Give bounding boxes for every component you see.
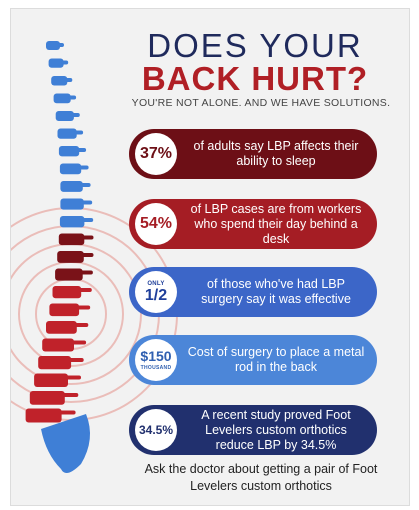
stat-badge: $150 THOUSAND	[135, 339, 177, 381]
stat-text: A recent study proved Foot Levelers cust…	[201, 407, 351, 452]
vertebra	[57, 128, 77, 139]
vertebra-process	[82, 218, 94, 222]
vertebra	[55, 268, 83, 281]
stat-text: of adults say LBP affects their ability …	[193, 139, 359, 168]
vertebra-process	[72, 340, 87, 345]
vertebra	[46, 321, 77, 334]
title-line1: DOES YOUR	[147, 27, 363, 64]
vertebra-process	[74, 130, 84, 135]
vertebra-process	[68, 95, 77, 100]
stat-badge: ONLY 1/2	[135, 271, 177, 313]
vertebra-process	[82, 235, 94, 240]
vertebra	[60, 181, 83, 192]
vertebra-process	[79, 288, 92, 292]
vertebra	[42, 338, 74, 352]
stat-orthotics-study: 34.5% A recent study proved Foot Leveler…	[129, 405, 377, 455]
stat-badge: 34.5%	[135, 409, 177, 451]
stat-text: Cost of surgery to place a metal rod in …	[187, 345, 365, 374]
stat-text: of LBP cases are from workers who spend …	[190, 201, 362, 246]
stat-text: of those who've had LBP surgery say it w…	[201, 277, 351, 306]
vertebra-process	[66, 375, 81, 380]
vertebra	[49, 303, 80, 317]
vertebra-process	[81, 200, 93, 205]
spine-illustration	[25, 41, 94, 473]
stat-sleep: 37% of adults say LBP affects their abil…	[129, 129, 377, 179]
vertebra	[57, 251, 84, 263]
vertebra	[58, 233, 85, 246]
stat-surgery-cost: $150 THOUSAND Cost of surgery to place a…	[129, 335, 377, 385]
vertebra	[53, 93, 71, 104]
vertebra-process	[61, 60, 69, 65]
vertebra-process	[77, 305, 91, 310]
vertebra	[25, 408, 62, 423]
vertebra-process	[79, 165, 89, 170]
vertebra	[58, 146, 80, 157]
vertebra	[52, 286, 82, 299]
subtitle: YOU'RE NOT ALONE. AND WE HAVE SOLUTIONS.	[131, 97, 391, 109]
vertebra	[60, 198, 84, 210]
vertebra	[59, 216, 85, 228]
stat-badge: 54%	[135, 203, 177, 245]
sacrum	[41, 414, 90, 473]
vertebra	[29, 391, 65, 405]
vertebra-process	[71, 113, 80, 117]
vertebra	[48, 58, 64, 68]
vertebra-process	[81, 253, 94, 257]
vertebra-process	[62, 393, 79, 397]
vertebra-process	[59, 410, 76, 415]
vertebra	[46, 41, 60, 50]
vertebra-process	[80, 270, 93, 275]
stat-desk-workers: 54% of LBP cases are from workers who sp…	[129, 199, 377, 249]
vertebra	[51, 76, 68, 86]
vertebra	[38, 356, 72, 370]
title-line2: BACK HURT?	[141, 60, 369, 97]
vertebra	[55, 111, 74, 121]
infographic: DOES YOUR BACK HURT? YOU'RE NOT ALONE. A…	[10, 8, 410, 506]
vertebra	[59, 163, 82, 175]
vertebra-process	[69, 358, 84, 362]
footer-callout: Ask the doctor about getting a pair of F…	[144, 462, 378, 493]
vertebra	[34, 373, 68, 387]
vertebra-process	[74, 323, 89, 327]
vertebra-process	[58, 43, 64, 47]
stat-surgery-effective: ONLY 1/2 of those who've had LBP surgery…	[129, 267, 377, 317]
vertebra-process	[77, 148, 87, 152]
vertebra-process	[65, 78, 73, 82]
vertebra-process	[80, 183, 91, 187]
stat-badge: 37%	[135, 133, 177, 175]
